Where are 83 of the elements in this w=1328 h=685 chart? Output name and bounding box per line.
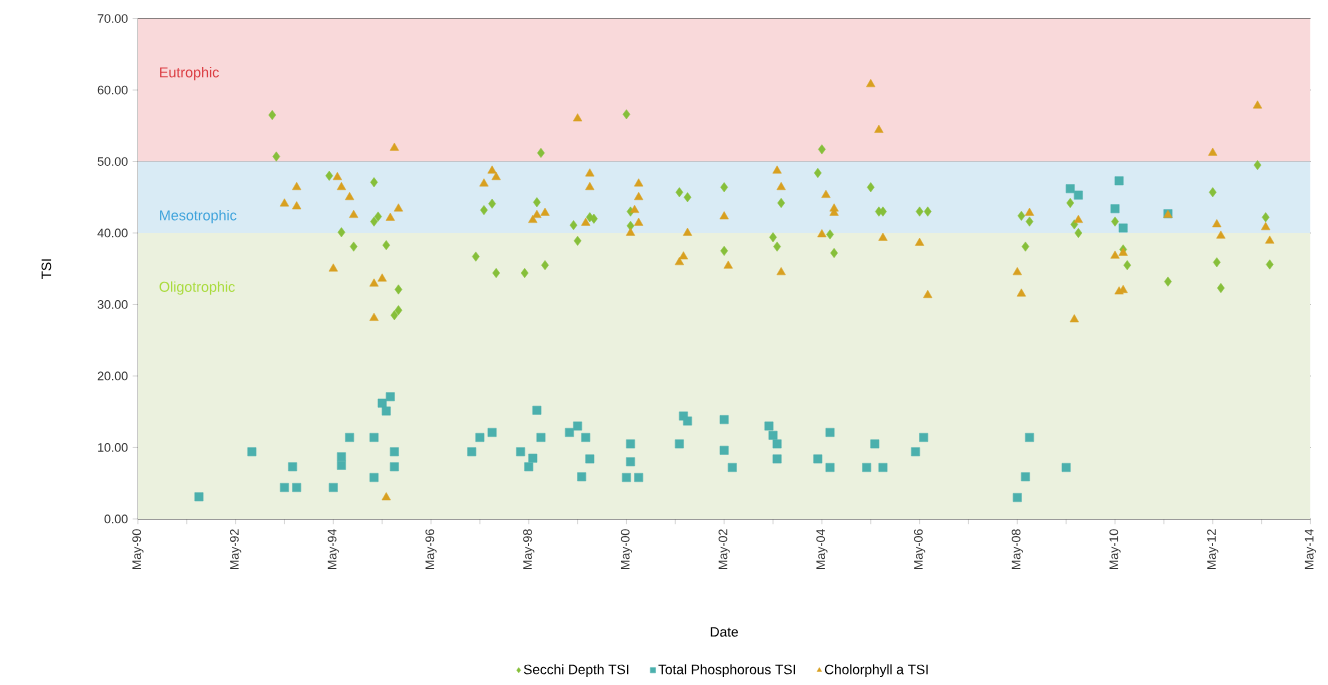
point [1017, 210, 1026, 221]
point [374, 211, 382, 222]
point [541, 260, 549, 271]
y-tick-label: 30.00 [97, 300, 128, 309]
point [1253, 160, 1262, 171]
point [492, 268, 500, 279]
point [879, 206, 887, 217]
point [1111, 216, 1119, 227]
point [683, 192, 692, 203]
x-tick-label: May-02 [718, 529, 730, 570]
point [1070, 219, 1079, 230]
point [272, 151, 281, 162]
band-label: Oligotrophic [159, 281, 235, 295]
point [370, 216, 378, 227]
y-tick-label: 10.00 [98, 443, 128, 452]
band-label: Eutrophic [160, 67, 219, 81]
y-tick-label: 0.00 [104, 514, 128, 524]
x-tick-label: May-90 [132, 529, 144, 570]
point [573, 236, 582, 246]
y-tick-label: 40.00 [97, 228, 128, 238]
x-tick-label: May-06 [914, 529, 926, 570]
point [814, 168, 822, 178]
legend-label: Secchi Depth TSI [523, 664, 629, 678]
x-tick-label: May-94 [327, 529, 339, 570]
point [1074, 228, 1083, 239]
point [1213, 257, 1221, 268]
point [830, 248, 838, 259]
point [1123, 260, 1132, 271]
point [915, 206, 924, 217]
point [1261, 212, 1270, 223]
legend-label: Total Phosphorous TSI [658, 664, 796, 678]
legend-label: Cholorphyll a TSI [824, 664, 928, 678]
point [769, 232, 777, 243]
point [488, 198, 496, 209]
point [1208, 187, 1217, 198]
y-tick-label: 60.00 [97, 85, 128, 95]
point [569, 220, 578, 231]
point [773, 241, 781, 252]
x-axis-title: Date [710, 627, 738, 637]
x-tick-label: May-00 [620, 529, 633, 570]
point [1025, 216, 1034, 227]
point [1021, 241, 1030, 252]
x-tick-label: May-08 [1011, 529, 1023, 570]
point [520, 268, 529, 279]
point [818, 144, 826, 155]
point [394, 284, 403, 295]
point [590, 213, 598, 224]
x-tick-label: May-98 [523, 529, 535, 570]
point [325, 170, 334, 181]
y-tick-label: 20.00 [97, 371, 128, 381]
point [480, 205, 488, 216]
point [349, 241, 358, 252]
point [866, 182, 875, 193]
point [1066, 198, 1075, 209]
point [826, 229, 834, 240]
point [472, 251, 480, 262]
point [923, 206, 932, 217]
band-label: Mesotrophic [160, 209, 237, 224]
point [268, 110, 277, 121]
x-tick-label: May-96 [425, 529, 437, 570]
point [382, 240, 391, 251]
point [533, 197, 541, 208]
point [720, 246, 728, 256]
point [622, 109, 631, 120]
point [675, 187, 684, 198]
point [720, 182, 728, 193]
y-tick-label: 70.00 [97, 14, 128, 23]
point [390, 310, 399, 321]
x-tick-label: May-10 [1109, 529, 1121, 570]
point [394, 305, 403, 316]
point [1265, 259, 1274, 270]
x-tick-label: May-12 [1207, 529, 1219, 570]
point [337, 227, 346, 238]
point [1217, 283, 1225, 294]
y-axis-title: TSI [41, 259, 52, 280]
point [537, 148, 545, 158]
x-tick-label: May-92 [230, 529, 242, 570]
y-tick-label: 50.00 [97, 157, 128, 166]
point [1164, 276, 1172, 287]
x-tick-label: May-14 [1304, 529, 1316, 570]
x-tick-label: May-04 [816, 529, 828, 570]
point [370, 177, 378, 188]
point [777, 198, 785, 209]
